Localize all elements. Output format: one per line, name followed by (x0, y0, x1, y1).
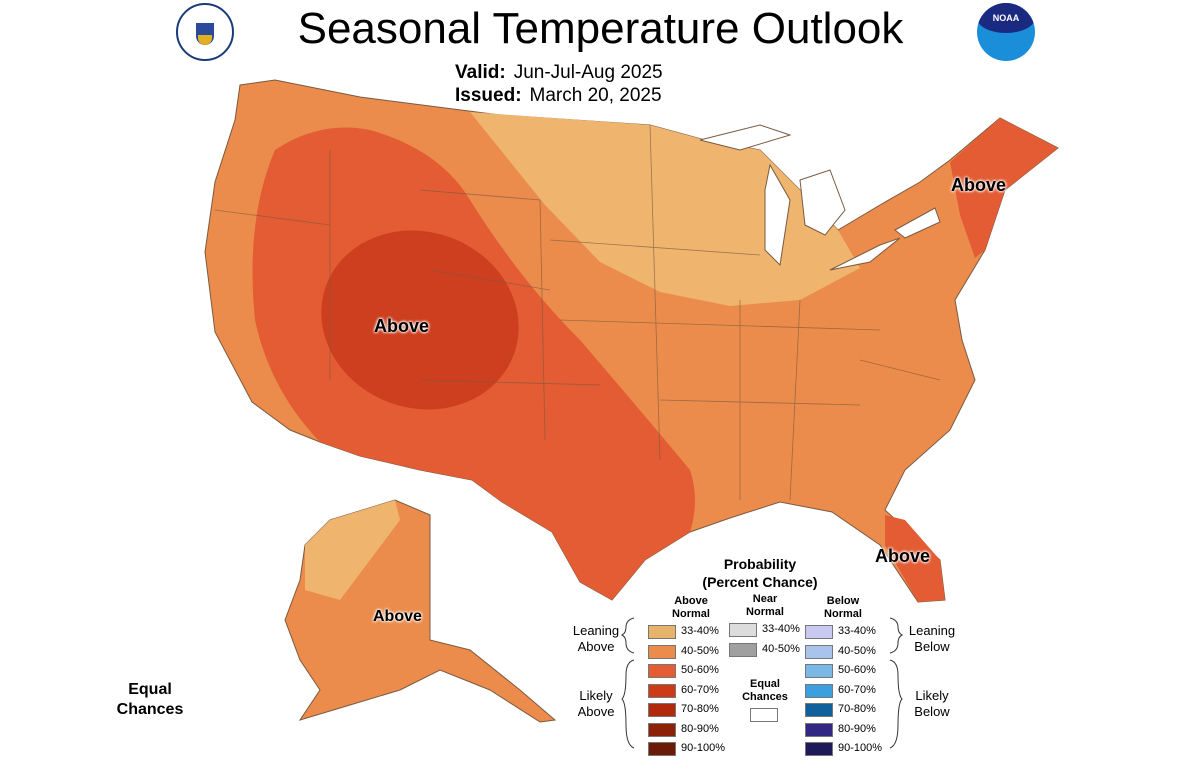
issued-value: March 20, 2025 (529, 85, 662, 106)
valid-line: Valid: Jun-Jul-Aug 2025 (455, 62, 663, 84)
legend-range-above-1: 40-50% (681, 644, 719, 657)
issued-label: Issued: (455, 85, 522, 106)
legend-range-near-0: 33-40% (762, 623, 800, 635)
legend-range-above-2: 50-60% (681, 664, 719, 676)
legend-braces (620, 617, 904, 749)
north-33-40-region (470, 112, 860, 306)
legend-range-below-4: 70-80% (838, 703, 876, 715)
legend-equal-chances: Equal Chances (742, 678, 788, 703)
legend-swatch-below-4 (805, 703, 833, 717)
florida-50-60-region (885, 515, 945, 602)
legend-swatch-above-2 (648, 664, 676, 678)
legend-swatch-near-0 (729, 623, 757, 637)
great-lakes (699, 124, 941, 271)
legend-swatch-below-0 (805, 625, 833, 639)
legend-range-below-5: 80-90% (838, 722, 876, 735)
issued-line: Issued: March 20, 2025 (455, 85, 662, 107)
legend-range-above-0: 33-40% (681, 625, 719, 637)
legend-swatch-below-1 (805, 644, 833, 659)
legend-range-below-6: 90-100% (838, 742, 883, 754)
legend-swatch-above-1 (648, 644, 676, 659)
legend-swatch-above-5 (648, 722, 676, 737)
legend-range-below-0: 33-40% (838, 625, 876, 637)
legend-swatch-below-2 (805, 664, 833, 678)
label-alaska-above: Above (373, 608, 422, 625)
legend-range-near-1: 40-50% (762, 642, 800, 655)
state-borders (214, 124, 941, 501)
legend-swatch-above-6 (648, 742, 676, 756)
legend-col-above: Above Normal (672, 595, 710, 620)
legend-swatch-near-1 (729, 642, 757, 657)
label-equal-chances: Equal Chances (116, 681, 184, 718)
legend-swatch-below-6 (805, 742, 833, 756)
label-northeast-above: Above (951, 175, 1007, 195)
legend-range-above-6: 90-100% (681, 742, 726, 754)
legend-leaning-below: Leaning Below (908, 623, 956, 654)
noaa-logo: NOAA (977, 3, 1035, 61)
commerce-seal-logo (176, 3, 234, 61)
legend-swatch-above-4 (648, 703, 676, 717)
legend-range-above-4: 70-80% (681, 703, 719, 715)
valid-value: Jun-Jul-Aug 2025 (513, 62, 663, 83)
page-title: Seasonal Temperature Outlook (297, 4, 904, 53)
label-west-above: Above (374, 316, 430, 336)
legend-range-above-3: 60-70% (681, 683, 719, 696)
legend-likely-above: Likely Above (577, 688, 615, 719)
legend-swatch-above-3 (648, 683, 676, 698)
legend-range-below-1: 40-50% (838, 644, 876, 657)
west-60-70-region (321, 230, 519, 410)
alaska-33-40-region (305, 500, 400, 600)
legend-swatch-below-5 (805, 722, 833, 737)
legend-range-above-5: 80-90% (681, 722, 719, 735)
legend-range-below-2: 50-60% (838, 664, 876, 676)
legend-range-below-3: 60-70% (838, 683, 876, 696)
legend-swatch-below-3 (805, 683, 833, 698)
legend-subtitle: (Percent Chance) (702, 574, 818, 590)
legend-col-near: Near Normal (746, 593, 784, 618)
legend-leaning-above: Leaning Above (572, 623, 620, 654)
label-florida-above: Above (875, 546, 931, 566)
legend-title: Probability (723, 556, 797, 572)
legend-swatch-above-0 (648, 625, 676, 639)
legend-col-below: Below Normal (824, 595, 862, 620)
valid-label: Valid: (455, 62, 506, 83)
northeast-50-60-region (950, 118, 1058, 258)
legend-likely-below: Likely Below (914, 688, 950, 719)
legend-swatch-equal-chances (750, 708, 778, 722)
